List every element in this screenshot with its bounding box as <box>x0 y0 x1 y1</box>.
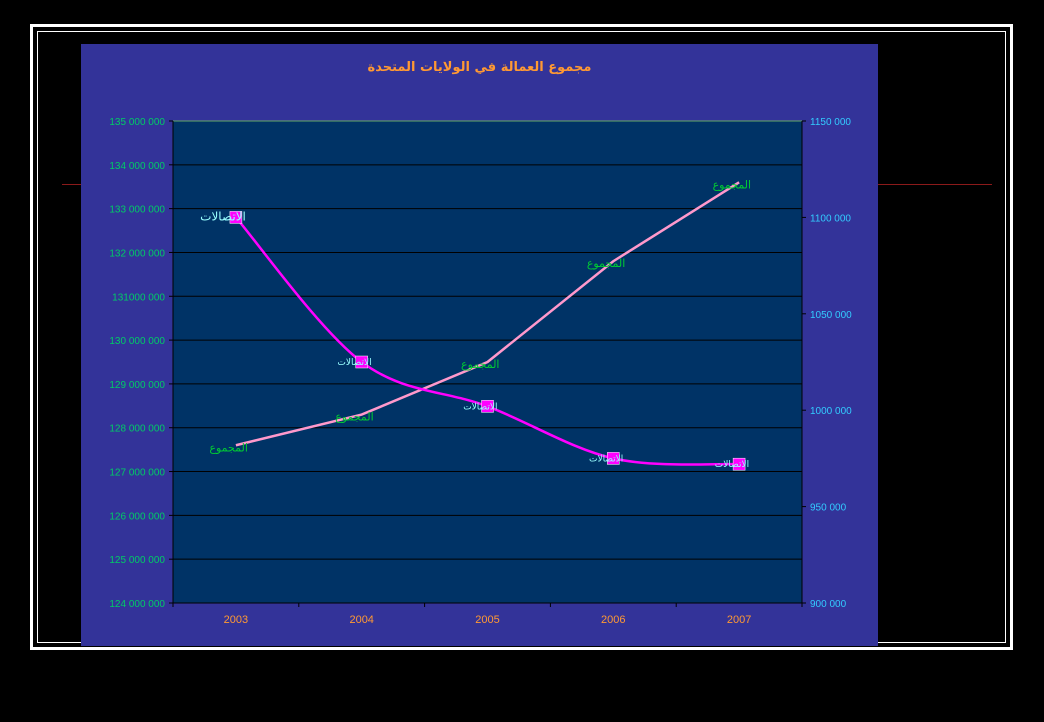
series-marker-telecom <box>481 400 494 413</box>
x-axis-tick-label: 2004 <box>349 614 373 626</box>
left-axis-tick-label: 125 000 000 <box>109 555 165 566</box>
right-axis-tick-label: 900 000 <box>810 599 847 610</box>
series-marker-telecom <box>607 452 620 465</box>
left-axis-tick-label: 128 000 000 <box>109 424 165 435</box>
chart-area: مجموع العمالة في الولايات المتحدة 124 00… <box>81 44 878 646</box>
right-axis-tick-label: 1050 000 <box>810 310 852 321</box>
x-axis-tick-label: 2005 <box>475 614 499 626</box>
series-marker-telecom <box>229 211 243 224</box>
right-axis-tick-label: 1000 000 <box>810 406 852 417</box>
right-axis-tick-label: 950 000 <box>810 503 847 514</box>
chart-title: مجموع العمالة في الولايات المتحدة <box>367 60 592 75</box>
decorative-rule-left <box>62 184 82 185</box>
left-axis-tick-label: 135 000 000 <box>109 117 165 128</box>
data-label-total: المجموع <box>713 178 751 191</box>
slide-frame-outer <box>30 24 1013 650</box>
left-axis-tick-label: 124 000 000 <box>109 599 165 610</box>
left-axis-tick-label: 129 000 000 <box>109 380 165 391</box>
right-axis-tick-label: 1100 000 <box>810 213 851 224</box>
data-label-telecom: الاتصالات <box>715 460 749 470</box>
data-label-telecom: الاتصالات <box>337 358 371 368</box>
data-label-total: المجموع <box>587 257 625 270</box>
series-marker-telecom <box>355 355 368 369</box>
data-label-total: المجموع <box>461 358 499 371</box>
left-axis-tick-label: 126 000 000 <box>109 511 165 522</box>
left-axis-tick-label: 130 000 000 <box>109 336 165 347</box>
data-label-telecom: الاتصالات <box>589 454 623 464</box>
data-label-total: المجموع <box>335 411 373 424</box>
series-marker-telecom <box>732 457 746 471</box>
left-axis-tick-label: 127 000 000 <box>109 468 165 479</box>
employment-line-chart: 124 000 000 125 000 000 126 000 000 127 000… <box>109 117 852 626</box>
left-axis-tick-label: 131000 000 <box>112 292 165 303</box>
series-line-total <box>235 181 740 447</box>
left-axis-tick-label: 133 000 000 <box>109 205 165 216</box>
data-label-telecom: الاتصالات <box>463 402 497 412</box>
x-axis-tick-label: 2003 <box>224 614 248 626</box>
right-axis-tick-label: 1150 000 <box>810 117 851 128</box>
x-axis-tick-label: 2006 <box>601 614 625 626</box>
data-label-telecom: الاتصالات <box>200 209 246 223</box>
left-axis-tick-label: 132 000 000 <box>109 248 165 259</box>
x-axis-tick-label: 2007 <box>727 614 751 626</box>
decorative-rule-right <box>878 184 992 185</box>
data-label-total: المجموع <box>209 441 247 454</box>
left-axis-tick-label: 134 000 000 <box>109 161 165 172</box>
